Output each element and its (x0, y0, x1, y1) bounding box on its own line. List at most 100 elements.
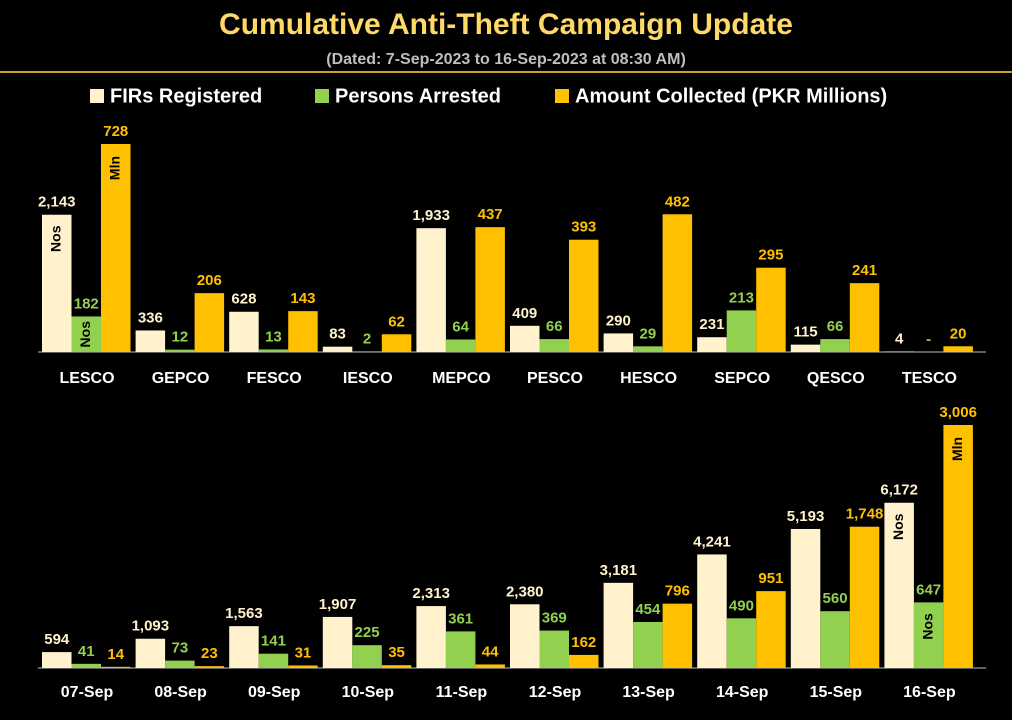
data-label: 143 (290, 290, 315, 307)
bar (697, 554, 727, 668)
bar (229, 626, 259, 668)
data-label: 23 (201, 645, 218, 662)
data-label: 115 (793, 324, 817, 341)
data-label: 64 (452, 318, 469, 335)
bar (416, 606, 446, 668)
data-label: 437 (478, 206, 503, 223)
bar (42, 652, 72, 668)
data-label: 44 (482, 643, 499, 660)
bar (165, 349, 195, 352)
bar (381, 334, 412, 352)
data-label: 2,143 (38, 194, 76, 211)
data-label: 1,907 (319, 596, 357, 613)
bar (135, 330, 166, 352)
x-tick-label: 11-Sep (436, 684, 488, 701)
bar (288, 311, 318, 352)
data-label: 29 (640, 325, 657, 342)
data-label: 20 (950, 325, 967, 342)
bar (569, 654, 599, 668)
data-label: 231 (699, 316, 724, 333)
data-label: 73 (172, 640, 189, 657)
bar (726, 618, 757, 668)
legend-swatch (315, 89, 329, 103)
data-label: 1,563 (225, 605, 263, 622)
bar (697, 337, 727, 352)
data-label: 35 (388, 644, 405, 661)
x-tick-label: HESCO (620, 370, 677, 387)
data-label: 2 (363, 331, 371, 348)
bar (71, 316, 101, 352)
data-label: 728 (103, 123, 128, 140)
data-label: 409 (512, 305, 537, 322)
data-label: 2,380 (506, 583, 544, 600)
x-tick-label: TESCO (902, 370, 957, 387)
x-tick-label: 07-Sep (61, 684, 114, 701)
data-label: 482 (665, 193, 690, 210)
data-label: 393 (571, 219, 596, 236)
bar (603, 333, 634, 352)
bar (756, 267, 786, 352)
x-tick-label: 08-Sep (154, 684, 207, 701)
bar (258, 349, 289, 352)
data-label: 13 (265, 328, 282, 345)
data-label: 295 (758, 247, 783, 264)
bar (165, 660, 195, 668)
bar (510, 604, 540, 668)
legend-label: Amount Collected (PKR Millions) (575, 85, 887, 107)
bar (603, 582, 634, 668)
bar (884, 502, 914, 668)
unit-label: Nos (919, 613, 935, 640)
data-label: 336 (138, 309, 163, 326)
data-label: 2,313 (412, 585, 450, 602)
bar (510, 325, 540, 352)
unit-label: Nos (890, 513, 906, 540)
x-tick-label: 12-Sep (529, 684, 582, 701)
bar (322, 616, 353, 668)
legend-swatch (90, 89, 104, 103)
data-label: 951 (758, 570, 783, 587)
data-label: 31 (295, 644, 312, 661)
data-label: 213 (729, 289, 754, 306)
data-label: 241 (852, 262, 877, 279)
bar (539, 630, 569, 668)
data-label: 3,181 (600, 562, 638, 579)
data-label: 796 (665, 583, 690, 600)
data-label: 62 (388, 313, 405, 330)
bar (726, 310, 757, 352)
bar (820, 339, 850, 352)
legend-swatch (555, 89, 569, 103)
bar (633, 621, 663, 668)
x-tick-label: 13-Sep (622, 684, 675, 701)
bar (352, 645, 382, 668)
bar (445, 631, 476, 668)
bar (849, 283, 880, 352)
data-label: 1,933 (412, 207, 450, 224)
data-label: 1,093 (132, 618, 170, 635)
data-label: 490 (729, 597, 754, 614)
x-tick-label: 10-Sep (342, 684, 395, 701)
legend-label: Persons Arrested (335, 85, 501, 107)
data-label: 141 (261, 633, 286, 650)
bar (913, 602, 944, 668)
bar (849, 526, 880, 668)
x-tick-label: QESCO (807, 370, 865, 387)
data-label: 4 (895, 331, 904, 348)
bar (101, 144, 131, 352)
data-label: 162 (571, 634, 596, 651)
x-tick-label: SEPCO (714, 370, 770, 387)
unit-label: Mln (949, 437, 965, 461)
bar (756, 591, 786, 668)
bar (194, 666, 225, 668)
bar (322, 346, 353, 352)
bar (229, 311, 259, 352)
x-tick-label: 09-Sep (248, 684, 301, 701)
data-label: 369 (542, 610, 567, 627)
data-label: 454 (635, 601, 661, 618)
legend-label: FIRs Registered (110, 85, 262, 107)
bar (820, 611, 850, 668)
chart-title: Cumulative Anti-Theft Campaign Update (219, 8, 793, 41)
bar (662, 603, 693, 668)
data-label: 1,748 (846, 506, 884, 523)
data-label: 4,241 (693, 533, 731, 550)
